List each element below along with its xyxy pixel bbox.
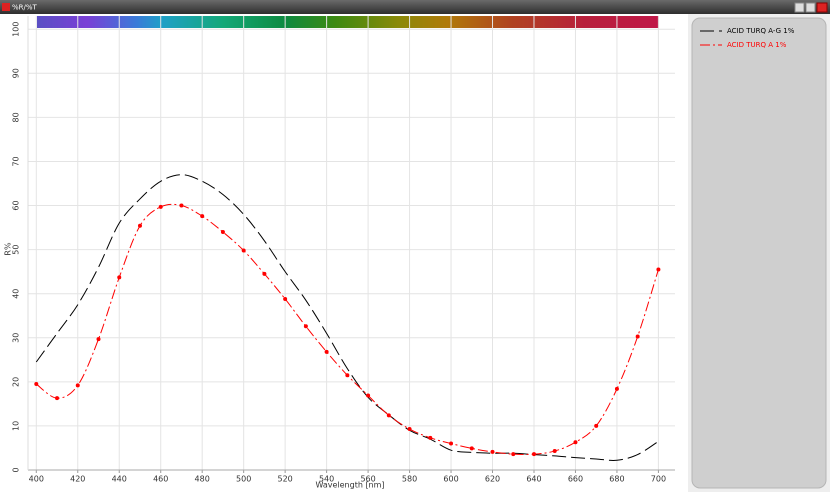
maximize-button[interactable] <box>805 2 816 13</box>
data-point <box>303 324 308 329</box>
x-tick-label: 540 <box>319 475 334 484</box>
x-tick-label: 680 <box>609 475 624 484</box>
data-point <box>635 334 640 339</box>
data-point <box>34 382 39 387</box>
data-point <box>469 446 474 451</box>
data-point <box>220 229 225 234</box>
close-button[interactable] <box>816 2 828 13</box>
y-tick-label: 80 <box>12 112 21 122</box>
y-tick-label: 0 <box>12 467 21 472</box>
y-tick-label: 20 <box>12 377 21 387</box>
data-point <box>552 449 557 454</box>
data-point <box>594 423 599 428</box>
data-point <box>407 427 412 432</box>
data-point <box>96 337 101 342</box>
chart-area <box>0 14 688 492</box>
y-tick-label: 60 <box>12 200 21 210</box>
data-point <box>573 440 578 445</box>
plot: 0 10 20 30 40 50 60 70 80 90 100 400 420 440 460 480 500… <box>12 16 675 484</box>
x-tick-label: 400 <box>29 475 44 484</box>
x-tick-label: 440 <box>112 475 127 484</box>
app-icon <box>2 3 10 11</box>
data-point <box>345 373 350 378</box>
data-point <box>511 452 516 457</box>
data-point <box>137 223 142 228</box>
legend-panel <box>691 17 827 489</box>
data-point <box>449 441 454 446</box>
data-point <box>386 413 391 418</box>
x-tick-label: 640 <box>526 475 541 484</box>
data-point <box>262 271 267 276</box>
data-point <box>75 383 80 388</box>
x-tick-label: 600 <box>443 475 458 484</box>
x-tick-label: 620 <box>485 475 500 484</box>
data-point <box>200 214 205 219</box>
x-tick-label: 580 <box>402 475 417 484</box>
data-point <box>531 452 536 457</box>
data-point <box>158 204 163 209</box>
y-tick-label: 10 <box>12 421 21 431</box>
spectrum-bar <box>37 16 659 28</box>
data-point <box>241 248 246 253</box>
data-point <box>179 203 184 208</box>
y-tick-label: 30 <box>12 333 21 343</box>
x-axis-label: Wavelength [nm] <box>315 481 384 490</box>
y-tick-label: 70 <box>12 156 21 166</box>
data-point <box>366 393 371 398</box>
y-tick-label: 40 <box>12 289 21 299</box>
data-point <box>324 349 329 354</box>
series-line <box>35 174 659 461</box>
y-tick-label: 100 <box>12 22 21 37</box>
x-tick-label: 560 <box>360 475 375 484</box>
y-tick-label: 50 <box>12 245 21 255</box>
data-point <box>117 275 122 280</box>
legend-label: ACID TURQ A 1% <box>727 41 787 49</box>
x-tick-label: 700 <box>651 475 666 484</box>
data-point <box>490 449 495 454</box>
data-point <box>614 386 619 391</box>
data-point <box>55 396 60 401</box>
x-tick-label: 520 <box>278 475 293 484</box>
x-tick-label: 500 <box>236 475 251 484</box>
data-point <box>428 435 433 440</box>
y-axis-label: R% <box>4 242 13 256</box>
data-point <box>656 267 661 272</box>
y-tick-label: 90 <box>12 68 21 78</box>
x-tick-label: 460 <box>153 475 168 484</box>
window-title: %R/%T <box>12 4 38 12</box>
data-point <box>283 296 288 301</box>
x-tick-label: 660 <box>568 475 583 484</box>
legend-label: ACID TURQ A-G 1% <box>727 27 795 35</box>
title-bar <box>0 0 830 14</box>
x-tick-label: 480 <box>195 475 210 484</box>
minimize-button[interactable] <box>794 2 805 13</box>
x-tick-label: 420 <box>70 475 85 484</box>
